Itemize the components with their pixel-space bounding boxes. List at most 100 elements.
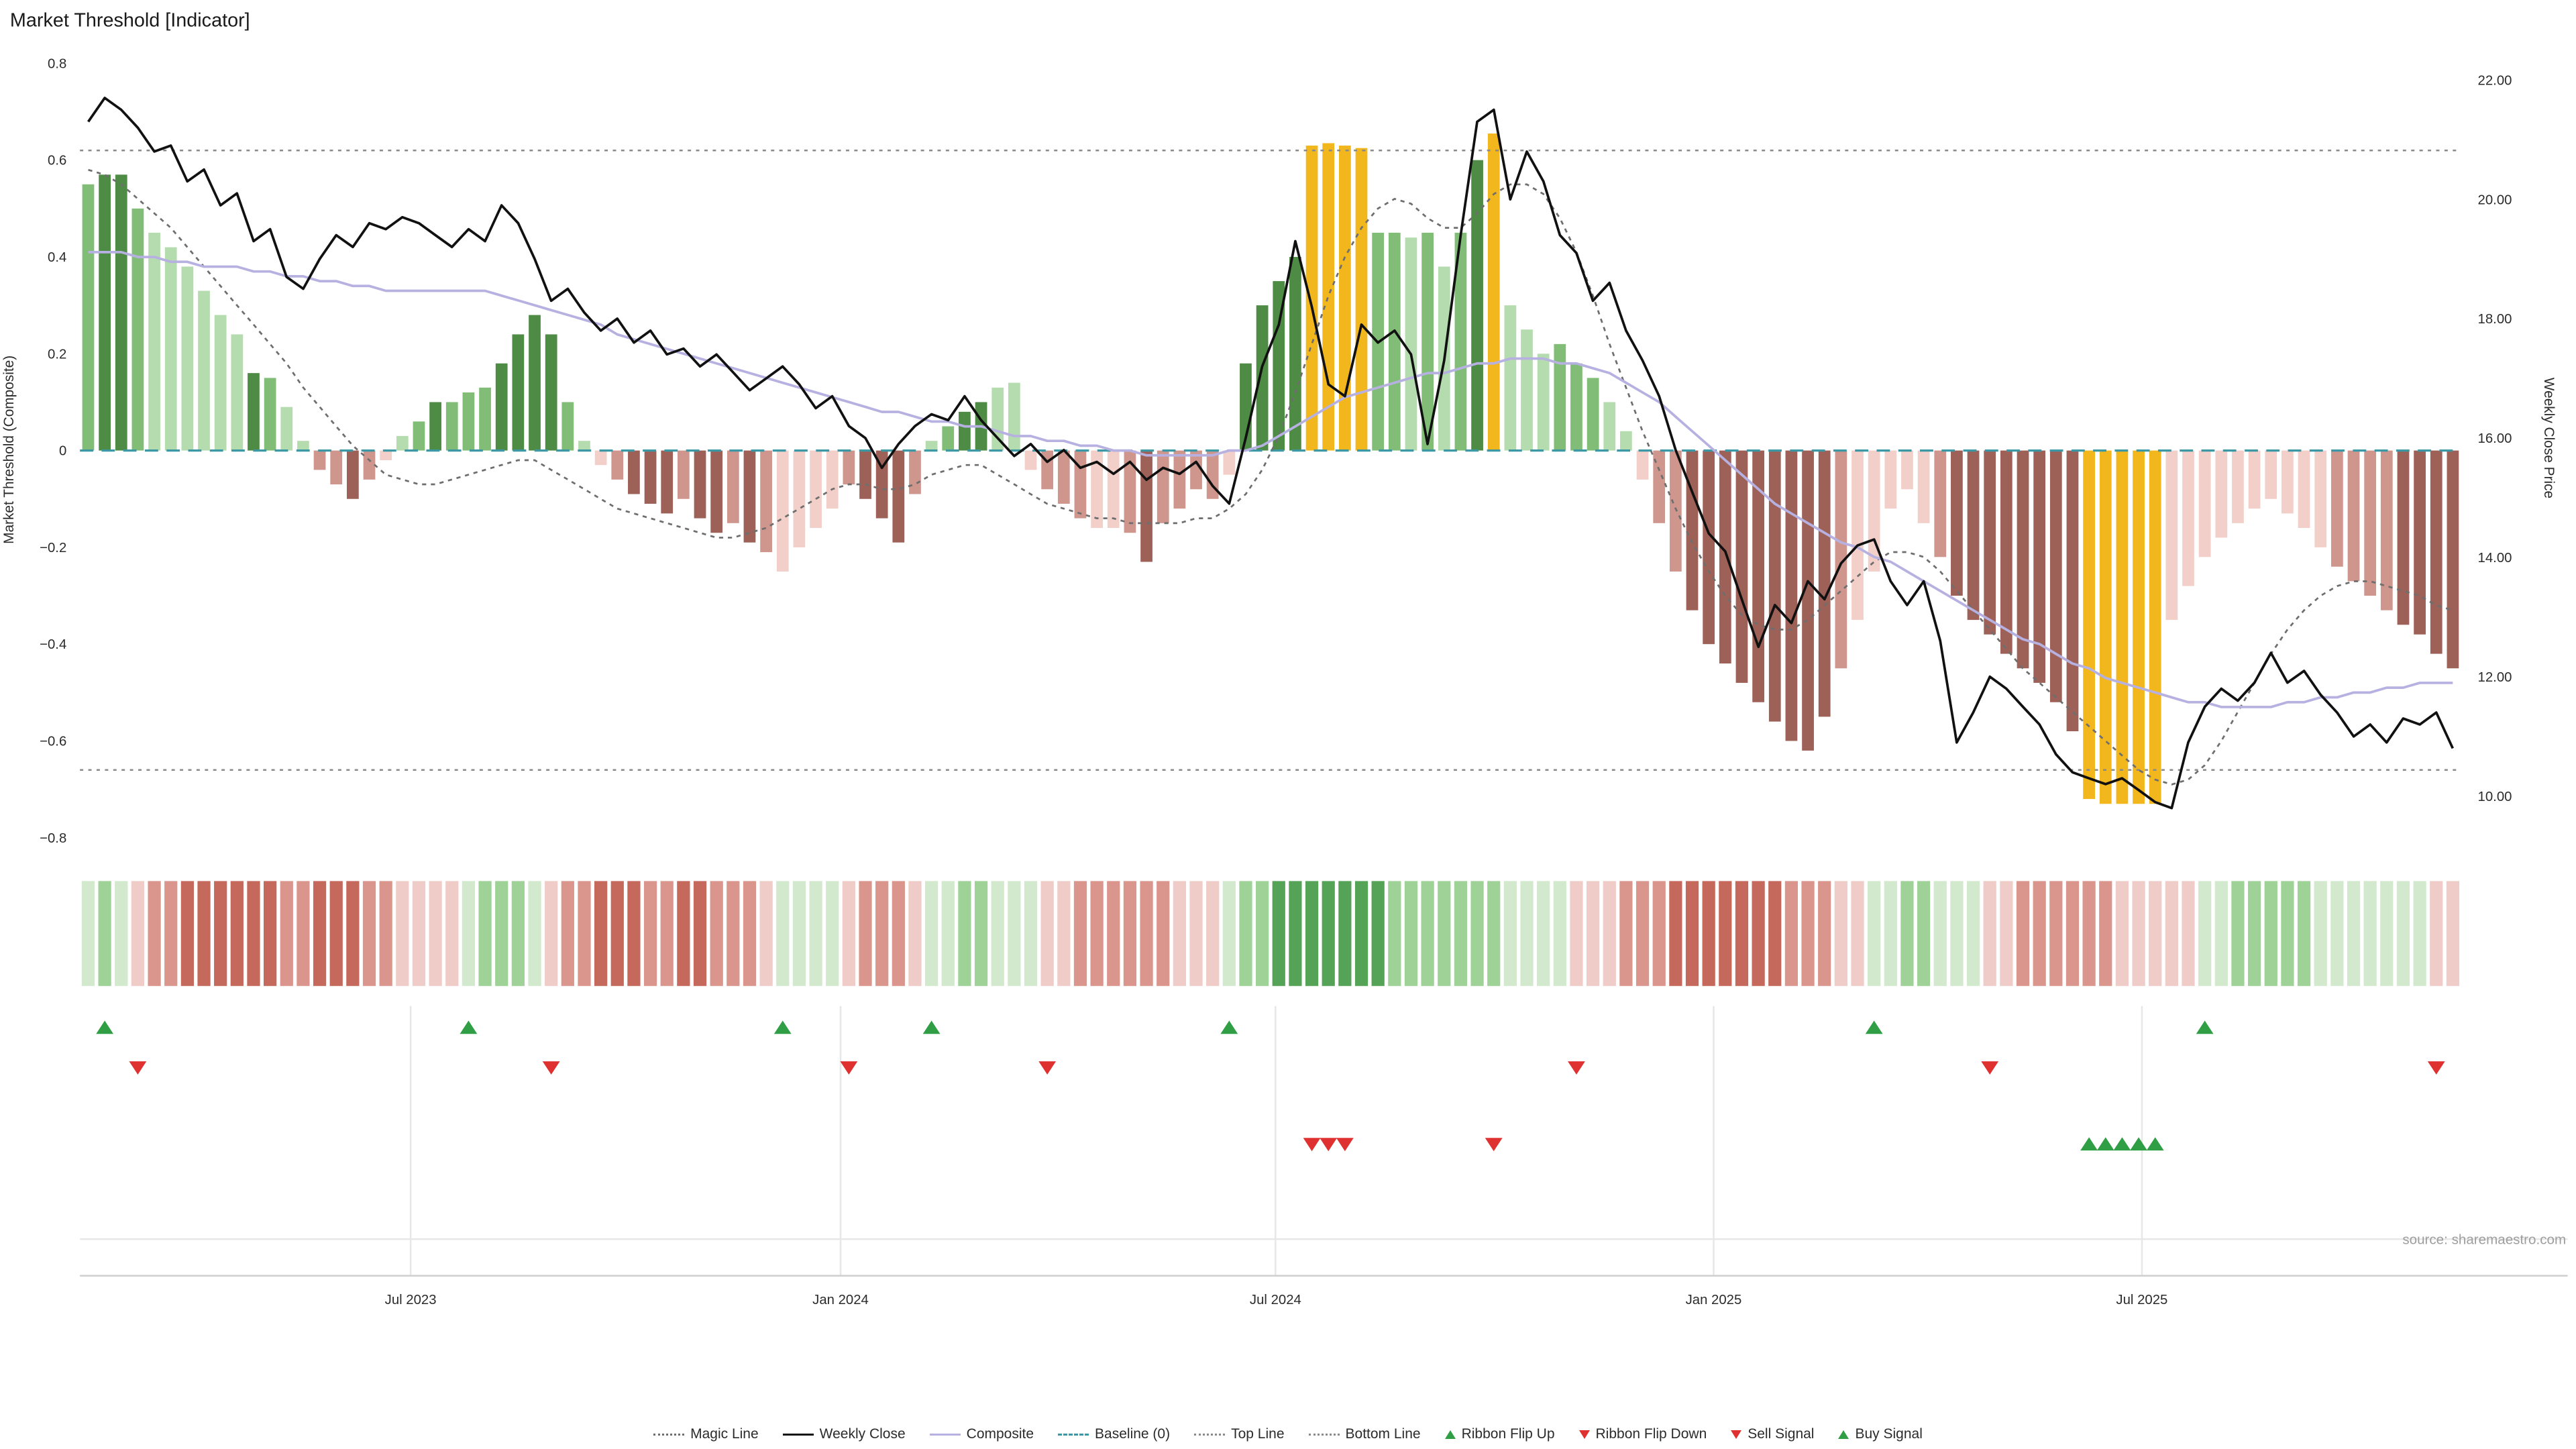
ribbon-cell [2115, 881, 2129, 986]
ribbon-cell [908, 881, 922, 986]
indicator-bar [2232, 450, 2244, 523]
indicator-bar [2017, 450, 2029, 669]
ribbon-cell [1107, 881, 1120, 986]
indicator-bar [181, 266, 194, 451]
ribbon-cell [81, 881, 95, 986]
left-axis-tick-label: 0 [59, 444, 66, 459]
indicator-bar [959, 411, 971, 451]
indicator-bar [710, 450, 723, 533]
ribbon-cell [1008, 881, 1021, 986]
ribbon-cell [280, 881, 293, 986]
indicator-bar [1603, 402, 1616, 451]
ribbon-cell [247, 881, 260, 986]
ribbon-cell [313, 881, 327, 986]
ribbon-flip-up-marker [460, 1020, 478, 1034]
indicator-bar [1554, 343, 1566, 451]
indicator-bar [743, 450, 756, 543]
sell-signal-marker [1336, 1138, 1354, 1152]
ribbon-cell [1040, 881, 1054, 986]
ribbon-cell [1189, 881, 1203, 986]
indicator-bar [1620, 431, 1632, 451]
ribbon-cell [297, 881, 310, 986]
indicator-bar [1256, 305, 1269, 451]
ribbon-cell [396, 881, 409, 986]
buy-signal-marker [2146, 1137, 2164, 1151]
ribbon-cell [1024, 881, 1038, 986]
right-axis-tick-label: 12.00 [2478, 670, 2512, 685]
ribbon-cell [362, 881, 376, 986]
ribbon-flip-down-marker [1568, 1061, 1585, 1075]
reference-lines-layer [80, 150, 2461, 771]
ribbon-cell [2132, 881, 2145, 986]
indicator-bar [1305, 146, 1318, 451]
ribbon-flip-up-marker [773, 1020, 792, 1034]
indicator-bar [628, 450, 640, 494]
indicator-bar [2215, 450, 2228, 538]
ribbon-cell [1404, 881, 1418, 986]
ribbon-cell [2446, 881, 2460, 986]
ribbon-cell [462, 881, 476, 986]
ribbon-cell [2248, 881, 2261, 986]
indicator-bar [694, 450, 706, 519]
indicator-bar [2099, 450, 2112, 804]
bottom-line-swatch [1308, 1433, 1340, 1436]
signal-markers-layer [96, 1020, 2445, 1152]
ribbon-flip-up-marker [922, 1020, 941, 1034]
ribbon-cell [1354, 881, 1368, 986]
ribbon-cell [545, 881, 558, 986]
indicator-bar [578, 441, 590, 451]
ribbon-cell [727, 881, 740, 986]
indicator-bar [1570, 363, 1582, 451]
right-axis-tick-label: 10.00 [2478, 790, 2512, 804]
indicator-bars-layer [82, 133, 2459, 804]
ribbon-flip-down-marker [2427, 1061, 2445, 1075]
ribbon-cell [230, 881, 244, 986]
right-axis-tick-label: 20.00 [2478, 193, 2512, 207]
indicator-bar [1421, 232, 1434, 451]
indicator-bar [1884, 450, 1897, 509]
indicator-bar [859, 450, 871, 499]
indicator-bar [429, 402, 441, 451]
ribbon-flip-up-marker [1865, 1020, 1883, 1034]
ribbon-cell [561, 881, 574, 986]
indicator-bar [2066, 450, 2079, 732]
ribbon-cell [1206, 881, 1220, 986]
indicator-bar [495, 363, 508, 451]
indicator-bar [396, 435, 409, 451]
ribbon-cell [1966, 881, 1980, 986]
indicator-bar [2347, 450, 2360, 582]
ribbon-cell [1073, 881, 1087, 986]
ribbon-cell [1487, 881, 1501, 986]
sell-signal-marker [1303, 1138, 1321, 1152]
indicator-bar [1735, 450, 1748, 683]
indicator-bar [164, 247, 177, 451]
x-axis-tick-label: Jan 2024 [812, 1293, 869, 1307]
indicator-bar [1835, 450, 1847, 669]
indicator-bar [1636, 450, 1649, 480]
indicator-bar [1537, 354, 1550, 451]
indicator-bar [1703, 450, 1715, 645]
indicator-bar [1984, 450, 1996, 635]
legend-item-ribbon-flip-up: Ribbon Flip Up [1444, 1426, 1555, 1442]
ribbon-cell [1719, 881, 1732, 986]
ribbon-cell [759, 881, 773, 986]
indicator-bar [2282, 450, 2294, 514]
ribbon-cell [1983, 881, 1996, 986]
ribbon-cell [2165, 881, 2178, 986]
ribbon-cell [2065, 881, 2080, 986]
ribbon-cell [660, 881, 674, 986]
indicator-bar [2447, 450, 2459, 669]
indicator-bar [1669, 450, 1682, 572]
indicator-bar [1024, 450, 1037, 470]
legend-item-weekly-close: Weekly Close [782, 1426, 906, 1442]
indicator-bar [545, 334, 557, 451]
baseline-swatch [1058, 1433, 1089, 1436]
legend-item-ribbon-flip-down: Ribbon Flip Down [1578, 1426, 1707, 1442]
ribbon-cell [2049, 881, 2063, 986]
left-axis-tick-label: 0.6 [48, 154, 66, 168]
indicator-bar [2314, 450, 2327, 547]
right-axis-tick-label: 18.00 [2478, 312, 2512, 327]
indicator-bar [1157, 450, 1169, 523]
ribbon-flip-down-icon [1578, 1430, 1590, 1439]
ribbon-cell [379, 881, 392, 986]
